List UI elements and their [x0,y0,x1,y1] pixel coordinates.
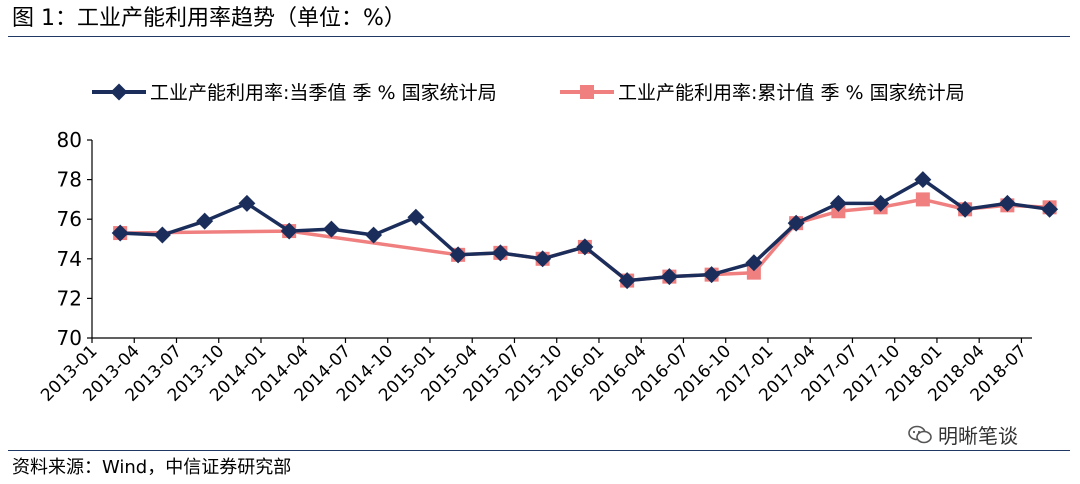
y-tick-label: 76 [57,207,82,231]
source-note: 资料来源：Wind，中信证券研究部 [12,457,292,478]
y-tick-label: 80 [57,128,82,152]
wechat-icon [908,425,932,443]
data-point [449,246,467,264]
watermark-text: 明晰笔谈 [938,424,1018,448]
data-point [703,266,721,284]
y-tick-label: 78 [57,168,82,192]
data-point [280,222,298,240]
y-tick-label: 74 [57,247,82,271]
data-point [322,220,340,238]
data-point [1041,200,1059,218]
y-tick-label: 72 [57,286,82,310]
figure-title: 图 1：工业产能利用率趋势（单位：%） [12,6,406,31]
legend-item-1: 工业产能利用率:当季值 季 % 国家统计局 [92,82,497,104]
legend-item-2: 工业产能利用率:累计值 季 % 国家统计局 [560,82,965,104]
legend: 工业产能利用率:当季值 季 % 国家统计局 工业产能利用率:累计值 季 % 国家… [92,82,965,104]
x-axis: 2013-012013-042013-072013-102014-012014-… [37,337,1032,406]
watermark: 明晰笔谈 [908,420,1018,449]
data-point [111,224,129,242]
top-rule [8,36,1070,37]
data-point [238,194,256,212]
data-point [576,238,594,256]
data-point [915,192,930,207]
y-tick-label: 70 [57,326,82,350]
data-point [746,265,761,280]
line-chart: 工业产能利用率:当季值 季 % 国家统计局 工业产能利用率:累计值 季 % 国家… [37,82,1059,406]
data-point [153,226,171,244]
data-point [956,200,974,218]
bottom-rule [8,450,1070,451]
legend-label-2: 工业产能利用率:累计值 季 % 国家统计局 [618,82,965,104]
data-point [829,194,847,212]
legend-label-1: 工业产能利用率:当季值 季 % 国家统计局 [150,82,497,104]
data-point [618,272,636,290]
y-axis: 70 72 74 76 78 80 [57,128,93,350]
data-point [407,208,425,226]
series-layer [111,171,1059,290]
data-point [745,254,763,272]
series-1 [111,171,1059,290]
data-point [196,212,214,230]
